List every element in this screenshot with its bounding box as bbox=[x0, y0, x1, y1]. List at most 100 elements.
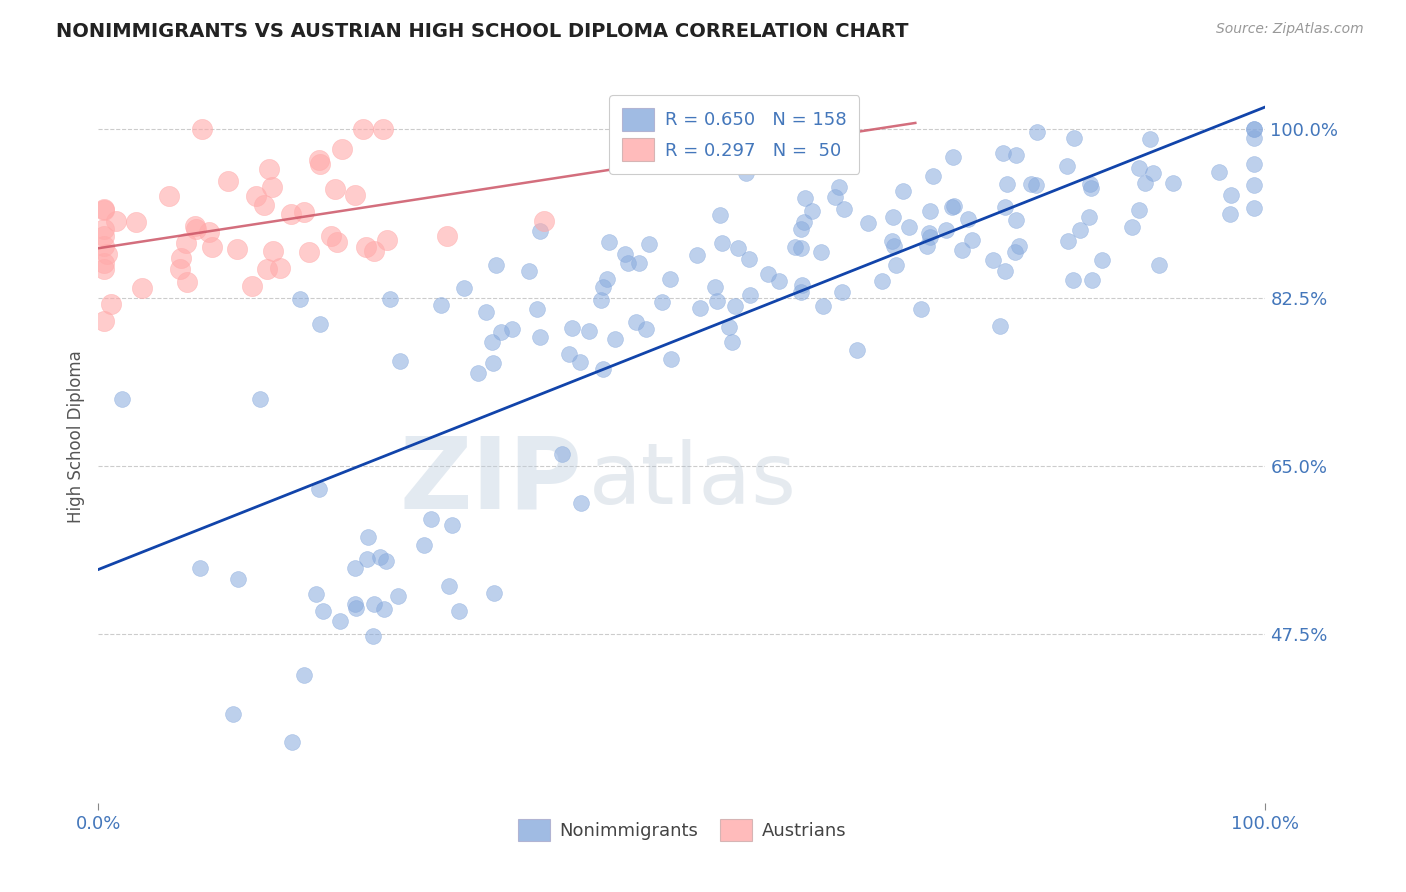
Point bbox=[897, 219, 920, 234]
Point bbox=[789, 221, 811, 235]
Point bbox=[1243, 131, 1265, 145]
Point bbox=[501, 322, 523, 336]
Point bbox=[292, 668, 315, 682]
Point bbox=[737, 252, 759, 266]
Point bbox=[93, 313, 115, 327]
Point bbox=[440, 517, 463, 532]
Point bbox=[738, 287, 761, 301]
Point bbox=[298, 244, 321, 259]
Point bbox=[920, 204, 942, 219]
Point bbox=[312, 604, 335, 618]
Point bbox=[709, 208, 731, 222]
Point bbox=[981, 253, 1004, 268]
Point bbox=[801, 204, 824, 219]
Text: Source: ZipAtlas.com: Source: ZipAtlas.com bbox=[1216, 22, 1364, 37]
Point bbox=[240, 279, 263, 293]
Point bbox=[596, 272, 619, 286]
Point bbox=[375, 234, 398, 248]
Point bbox=[93, 202, 115, 216]
Point bbox=[1091, 252, 1114, 267]
Point bbox=[957, 211, 980, 226]
Point bbox=[481, 334, 503, 349]
Point bbox=[941, 200, 963, 214]
Point bbox=[467, 366, 489, 380]
Point bbox=[994, 200, 1017, 214]
Point bbox=[257, 162, 280, 177]
Point bbox=[294, 205, 316, 219]
Point bbox=[93, 256, 115, 270]
Point bbox=[1069, 222, 1091, 236]
Point bbox=[1133, 176, 1156, 190]
Point bbox=[269, 260, 291, 275]
Point bbox=[569, 355, 592, 369]
Point bbox=[176, 276, 198, 290]
Point bbox=[735, 166, 758, 180]
Point bbox=[560, 321, 582, 335]
Point bbox=[280, 206, 302, 220]
Point bbox=[1219, 207, 1241, 221]
Point bbox=[262, 180, 284, 194]
Point bbox=[1026, 125, 1049, 139]
Point bbox=[882, 211, 904, 225]
Point bbox=[253, 198, 276, 212]
Point bbox=[1243, 157, 1265, 171]
Point bbox=[1121, 220, 1143, 235]
Point bbox=[592, 362, 614, 376]
Point bbox=[1005, 213, 1028, 227]
Point bbox=[921, 169, 943, 183]
Point bbox=[920, 230, 942, 244]
Point bbox=[371, 122, 394, 136]
Point bbox=[93, 229, 115, 244]
Point bbox=[1080, 273, 1102, 287]
Point bbox=[884, 258, 907, 272]
Point bbox=[1080, 178, 1102, 192]
Point bbox=[918, 226, 941, 240]
Point bbox=[718, 320, 741, 334]
Point bbox=[245, 189, 267, 203]
Point bbox=[226, 243, 249, 257]
Point bbox=[793, 215, 815, 229]
Point bbox=[412, 538, 434, 552]
Point bbox=[1243, 122, 1265, 136]
Point bbox=[824, 190, 846, 204]
Point bbox=[991, 145, 1014, 160]
Point bbox=[880, 234, 903, 248]
Point bbox=[1128, 202, 1150, 217]
Point bbox=[321, 228, 343, 243]
Point bbox=[723, 299, 745, 313]
Point bbox=[942, 150, 965, 164]
Point bbox=[1078, 211, 1101, 225]
Point bbox=[689, 301, 711, 316]
Point bbox=[308, 482, 330, 496]
Text: NONIMMIGRANTS VS AUSTRIAN HIGH SCHOOL DIPLOMA CORRELATION CHART: NONIMMIGRANTS VS AUSTRIAN HIGH SCHOOL DI… bbox=[56, 22, 908, 41]
Point bbox=[1208, 164, 1230, 178]
Point bbox=[157, 189, 180, 203]
Point bbox=[1025, 178, 1047, 193]
Point bbox=[1243, 201, 1265, 215]
Point bbox=[170, 251, 193, 265]
Point bbox=[832, 202, 855, 216]
Point bbox=[374, 553, 396, 567]
Point bbox=[790, 241, 813, 255]
Point bbox=[526, 301, 548, 316]
Point bbox=[1063, 273, 1085, 287]
Point bbox=[93, 222, 115, 236]
Point bbox=[305, 587, 328, 601]
Point bbox=[605, 332, 627, 346]
Point bbox=[344, 188, 367, 202]
Point bbox=[1139, 132, 1161, 146]
Point bbox=[592, 280, 614, 294]
Point bbox=[529, 224, 551, 238]
Point bbox=[935, 223, 957, 237]
Point bbox=[1219, 188, 1241, 202]
Point bbox=[217, 173, 239, 187]
Point bbox=[1142, 166, 1164, 180]
Point bbox=[533, 214, 555, 228]
Point bbox=[330, 142, 353, 156]
Point bbox=[363, 244, 385, 259]
Point bbox=[420, 511, 443, 525]
Point bbox=[357, 530, 380, 544]
Text: ZIP: ZIP bbox=[399, 433, 582, 530]
Point bbox=[943, 199, 966, 213]
Point bbox=[616, 256, 638, 270]
